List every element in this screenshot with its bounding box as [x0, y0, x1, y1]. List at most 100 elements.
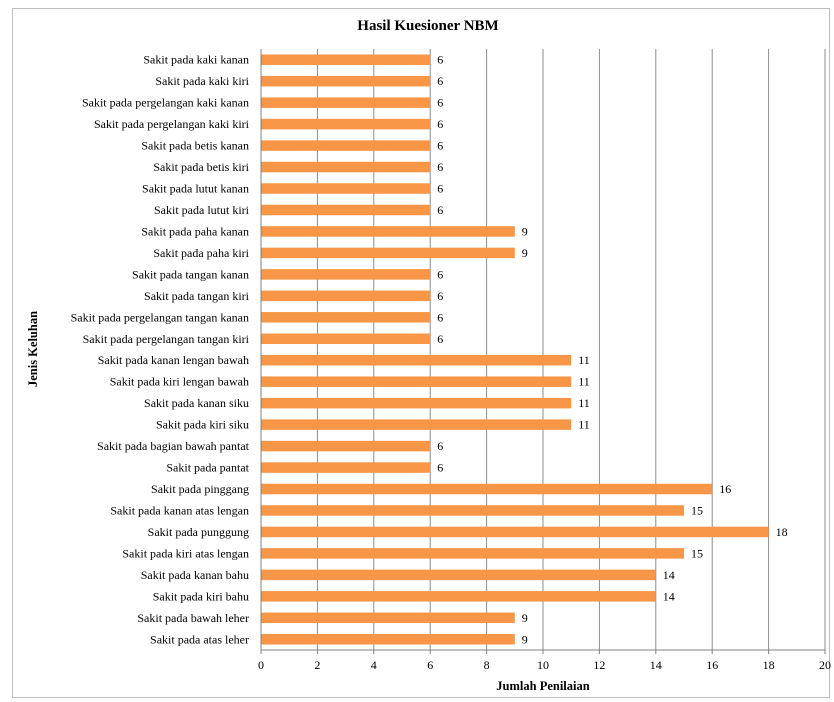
category-label: Sakit pada punggung: [148, 525, 249, 539]
category-label: Sakit pada pergelangan kaki kiri: [94, 117, 250, 131]
x-tick-label: 16: [706, 658, 718, 672]
bar: [261, 569, 656, 581]
gridlines: [316, 49, 826, 650]
bar: [261, 269, 431, 280]
bar: [261, 118, 431, 130]
data-label: 6: [437, 96, 443, 110]
category-label: Sakit pada kanan bahu: [141, 568, 249, 582]
data-label: 11: [578, 353, 590, 367]
bar: [261, 419, 572, 430]
category-label: Sakit pada pergelangan kaki kanan: [82, 96, 249, 110]
x-tick-label: 0: [258, 658, 264, 672]
category-label: Sakit pada lutut kanan: [142, 182, 249, 196]
bar: [261, 97, 431, 108]
bar: [261, 505, 684, 516]
category-label: Sakit pada paha kanan: [141, 224, 249, 238]
data-label: 6: [437, 139, 443, 153]
data-label: 9: [522, 224, 528, 238]
category-label: Sakit pada kiri bahu: [153, 589, 249, 603]
bar: [261, 376, 572, 387]
data-label: 6: [437, 53, 443, 67]
bar: [261, 75, 431, 87]
category-label: Sakit pada bagian bawah pantat: [97, 439, 250, 453]
y-axis-title: Jenis Keluhan: [26, 311, 40, 387]
category-label: Sakit pada kiri atas lengan: [122, 546, 249, 560]
category-label: Sakit pada kanan atas lengan: [110, 503, 249, 517]
category-label: Sakit pada pantat: [166, 461, 249, 475]
data-label: 14: [663, 568, 675, 582]
category-label: Sakit pada kanan lengan bawah: [98, 353, 249, 367]
category-label: Sakit pada kaki kanan: [143, 53, 249, 67]
bar: [261, 204, 431, 216]
bar: [261, 183, 431, 194]
category-label: Sakit pada pergelangan tangan kiri: [83, 332, 250, 346]
bar: [261, 140, 431, 151]
data-label: 11: [578, 396, 590, 410]
x-tick-labels: 0 2 4 6 8 10 12 14 16 18 20: [258, 650, 831, 672]
data-label: 6: [437, 332, 443, 346]
x-tick-label: 12: [593, 658, 605, 672]
data-label: 11: [578, 418, 590, 432]
category-label: Sakit pada kanan siku: [144, 396, 249, 410]
category-label: Sakit pada tangan kanan: [132, 267, 249, 281]
x-tick-label: 8: [484, 658, 490, 672]
bar: [261, 247, 515, 259]
bar: [261, 54, 431, 65]
data-label: 6: [437, 267, 443, 281]
data-label: 6: [437, 117, 443, 131]
bar: [261, 483, 713, 495]
bar: [261, 462, 431, 473]
x-tick-label: 2: [314, 658, 320, 672]
bar: [261, 440, 431, 452]
data-label: 16: [719, 482, 731, 496]
category-label: Sakit pada kiri siku: [156, 418, 249, 432]
data-label: 15: [691, 503, 703, 517]
bar: [261, 226, 515, 237]
x-axis-title: Jumlah Penilaian: [496, 679, 589, 693]
data-label: 11: [578, 375, 590, 389]
x-tick-label: 18: [763, 658, 775, 672]
bar: [261, 333, 431, 345]
data-label: 18: [776, 525, 788, 539]
data-label: 6: [437, 182, 443, 196]
x-tick-label: 10: [537, 658, 549, 672]
category-label: Sakit pada kiri lengan bawah: [110, 375, 249, 389]
bar: [261, 548, 684, 559]
category-label: Sakit pada kaki kiri: [155, 74, 249, 88]
data-label: 9: [522, 611, 528, 625]
x-tick-label: 20: [819, 658, 831, 672]
bar: [261, 161, 431, 173]
data-label: 6: [437, 160, 443, 174]
chart-title: Hasil Kuesioner NBM: [357, 18, 498, 34]
bar: [261, 397, 572, 409]
data-label: 6: [437, 310, 443, 324]
category-label: Sakit pada bawah leher: [137, 611, 249, 625]
category-label: Sakit pada paha kiri: [153, 246, 249, 260]
x-tick-label: 6: [427, 658, 433, 672]
data-labels: 6 6 6 6 6 6 6 6 9 9 6 6 6 6 11 11 11 11 6 6 16 15 18 15 14 14 9 9: [437, 53, 787, 647]
category-label: Sakit pada betis kanan: [141, 139, 249, 153]
category-label: Sakit pada pinggang: [151, 482, 249, 496]
bars: [261, 54, 769, 645]
bar: [261, 526, 769, 538]
data-label: 9: [522, 632, 528, 646]
data-label: 9: [522, 246, 528, 260]
category-labels: Sakit pada kaki kanan Sakit pada kaki kir…: [71, 53, 250, 647]
bar: [261, 354, 572, 366]
bar: [261, 312, 431, 323]
category-label: Sakit pada pergelangan tangan kanan: [71, 310, 249, 324]
bar: [261, 612, 515, 624]
category-label: Sakit pada atas leher: [150, 632, 249, 646]
data-label: 6: [437, 74, 443, 88]
x-tick-label: 14: [650, 658, 662, 672]
category-label: Sakit pada lutut kiri: [154, 203, 250, 217]
bar: [261, 634, 515, 645]
category-label: Sakit pada tangan kiri: [144, 289, 250, 303]
data-label: 6: [437, 439, 443, 453]
data-label: 6: [437, 203, 443, 217]
bar: [261, 591, 656, 602]
data-label: 6: [437, 289, 443, 303]
data-label: 6: [437, 461, 443, 475]
x-tick-label: 4: [371, 658, 377, 672]
